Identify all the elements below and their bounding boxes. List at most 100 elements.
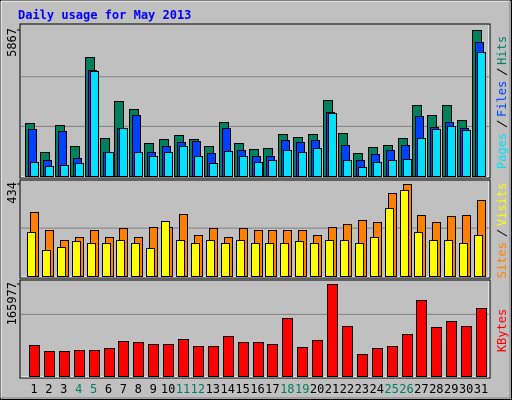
bar [400, 190, 409, 277]
bar [194, 156, 203, 177]
bar [372, 348, 383, 377]
bar [402, 334, 413, 377]
bar [102, 243, 111, 277]
chart-title: Daily usage for May 2013 [18, 8, 191, 22]
bar [178, 339, 189, 377]
bar [29, 345, 40, 377]
x-tick-label: 18 [280, 382, 294, 396]
bar [131, 243, 140, 277]
x-tick-label: 4 [75, 382, 82, 396]
y-tick-label: 5867 [5, 28, 19, 57]
bar [42, 250, 51, 277]
bar [133, 342, 144, 377]
bar [444, 240, 453, 277]
legend-entry: Files [495, 81, 509, 117]
x-tick-label: 24 [369, 382, 383, 396]
x-tick-label: 1 [30, 382, 37, 396]
bar [385, 208, 394, 277]
bar [388, 160, 397, 177]
x-tick-label: 28 [429, 382, 443, 396]
bar [163, 344, 174, 377]
x-tick-label: 31 [474, 382, 488, 396]
bar [118, 341, 129, 377]
bar [327, 284, 338, 377]
bar [176, 240, 185, 277]
bar [238, 342, 249, 377]
legend-separator [496, 229, 508, 237]
x-tick-label: 15 [235, 382, 249, 396]
bar [476, 308, 487, 377]
bar [74, 350, 85, 377]
x-tick-label: 9 [150, 382, 157, 396]
x-tick-label: 14 [220, 382, 234, 396]
bar [119, 128, 128, 177]
bar [416, 300, 427, 377]
legend-separator [496, 68, 508, 76]
legend-entry: KBytes [495, 309, 509, 352]
bar [414, 232, 423, 277]
bar [462, 130, 471, 177]
bar [387, 346, 398, 377]
bar [206, 240, 215, 277]
x-tick-label: 12 [191, 382, 205, 396]
bar [283, 150, 292, 177]
bar [148, 344, 159, 377]
bar [134, 152, 143, 177]
legend-entry: Pages [495, 133, 509, 169]
bar [358, 167, 367, 177]
x-tick-label: 13 [206, 382, 220, 396]
bar [105, 152, 114, 177]
bar [282, 318, 293, 377]
bar [280, 243, 289, 277]
bar [447, 126, 456, 177]
x-tick-label: 30 [459, 382, 473, 396]
x-tick-label: 25 [384, 382, 398, 396]
x-tick-label: 10 [161, 382, 175, 396]
bar [179, 146, 188, 177]
bar [477, 52, 486, 177]
bar [328, 113, 337, 177]
bar [325, 240, 334, 277]
legend: Pages Files Hits [495, 36, 509, 169]
bar [60, 165, 69, 177]
bar [27, 232, 36, 277]
x-tick-label: 17 [265, 382, 279, 396]
bar [251, 243, 260, 277]
x-tick-label: 8 [135, 382, 142, 396]
bar [312, 340, 323, 377]
bar [146, 248, 155, 277]
legend: Sites Visits [495, 183, 509, 278]
bar [104, 348, 115, 377]
x-tick-label: 3 [60, 382, 67, 396]
bar [90, 71, 99, 177]
bar [429, 240, 438, 277]
x-tick-label: 16 [250, 382, 264, 396]
bar [116, 240, 125, 277]
bar [75, 163, 84, 177]
bar [57, 247, 66, 277]
bar [59, 351, 70, 377]
bar [267, 344, 278, 377]
bar [268, 160, 277, 177]
x-tick-label: 2 [45, 382, 52, 396]
bar [253, 342, 264, 377]
bar [223, 336, 234, 377]
bar [236, 240, 245, 277]
x-tick-label: 20 [310, 382, 324, 396]
bar [310, 243, 319, 277]
bar [298, 152, 307, 177]
bar [164, 152, 173, 177]
x-tick-label: 7 [120, 382, 127, 396]
bar [224, 151, 233, 177]
bar [265, 243, 274, 277]
legend-entry: Hits [495, 36, 509, 65]
bar [208, 346, 219, 377]
x-tick-label: 19 [295, 382, 309, 396]
bar [459, 243, 468, 277]
bar [461, 326, 472, 377]
bar [370, 237, 379, 277]
x-tick-label: 27 [414, 382, 428, 396]
x-tick-label: 5 [90, 382, 97, 396]
